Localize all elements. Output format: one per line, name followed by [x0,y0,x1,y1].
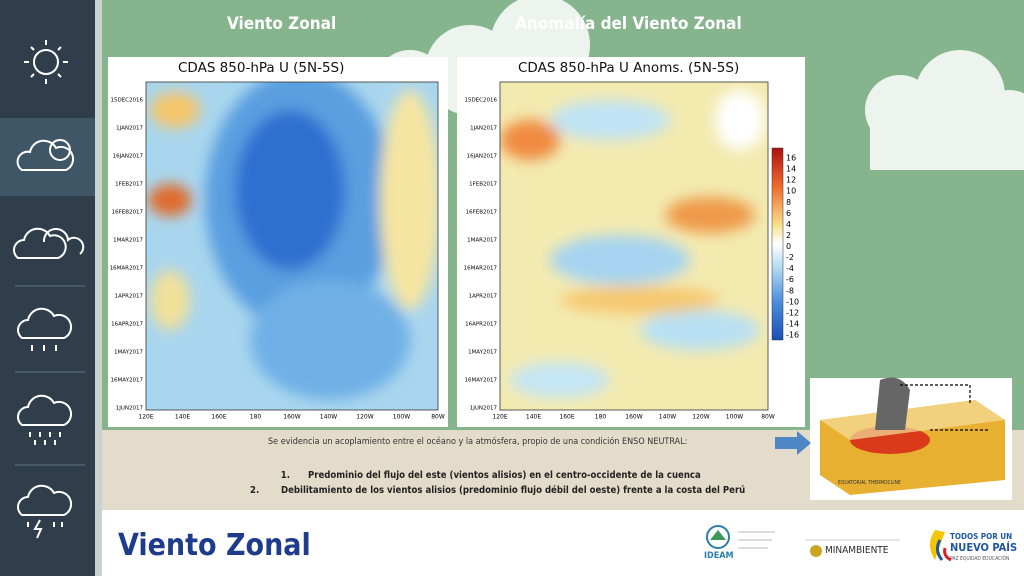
date-label: 1JAN2017 [116,126,143,132]
colorbar-label: -12 [786,308,799,317]
date-label: 1JAN2017 [470,126,497,132]
date-label: 16JAN2017 [467,154,498,160]
list-number: 1. [280,470,290,481]
contour-field [500,82,768,410]
date-label: 16MAY2017 [111,378,144,384]
colorbar-label: -16 [786,331,799,340]
list: 1. Predominio del flujo del este (vientos… [250,468,745,498]
inset-top [820,400,1005,440]
list-text: Predominio del flujo del este (vientos a… [308,470,701,481]
colorbar-label: 6 [786,209,791,218]
longitude-label: 100W [393,414,410,421]
weather-icons [13,40,85,539]
date-label: 15DEC2016 [464,98,497,104]
date-label: 1MAR2017 [467,238,497,244]
plot-title: CDAS 850-hPa U (5N-5S) [178,60,345,76]
longitude-label: 180 [250,414,262,421]
longitude-label: 80W [431,414,445,421]
heading: Viento Zonal [227,14,337,34]
date-label: 1APR2017 [469,294,498,300]
longitude-label: 80W [761,414,775,421]
ideam-text: IDEAM [704,551,734,561]
list-item: 2. Debilitamiento de los vientos alisios … [250,483,745,498]
plot-title: CDAS 850-hPa U Anoms. (5N-5S) [518,60,740,76]
contour-field [146,82,438,410]
inset-arrows [900,384,990,431]
sidebar-dividers [15,285,85,466]
longitude-label: 180 [595,414,607,421]
colorbar-label: -6 [786,275,794,284]
longitude-label: 160W [625,414,642,421]
date-label: 16MAR2017 [110,266,144,272]
colorbar-label: 16 [786,154,796,163]
gov-text: TODOS POR UN [950,532,1013,541]
longitude-label: 160W [283,414,300,421]
sidebar [0,0,95,576]
colorbar-label: 10 [786,187,796,196]
colorbar-label: -14 [786,319,799,328]
date-label: 16FEB2017 [466,210,498,216]
longitude-label: 120E [138,414,153,421]
footer [95,510,1024,576]
date-label: 1APR2017 [115,294,144,300]
colorbar-label: -4 [786,264,794,273]
inset-label: EQUATORIAL THERMOCLINE [838,480,901,486]
longitude-label: 120W [356,414,373,421]
list-text: Debilitamiento de los vientos alisios (p… [281,485,746,496]
colorbar-label: 14 [786,165,796,174]
date-label: 1JUN2017 [470,406,498,412]
longitude-label: 140E [175,414,190,421]
colorbar-label: -2 [786,253,794,262]
date-label: 16APR2017 [465,322,497,328]
colorbar-label: -10 [786,297,799,306]
plot-frame [499,81,769,411]
date-label: 1MAR2017 [113,238,143,244]
pointer-arrow [775,431,811,455]
colorbar-label: 0 [786,242,791,251]
gov-text: NUEVO PAÍS [950,541,1018,554]
ideam-logo [706,525,775,549]
date-label: 16MAY2017 [465,378,498,384]
plot-frame [145,81,439,411]
sidebar-active [0,118,95,196]
list-item: 1. Predominio del flujo del este (vientos… [250,468,745,483]
minambiente-logo [805,539,900,557]
longitude-label: 120E [492,414,507,421]
colorbar-label: 4 [786,220,791,229]
longitude-label: 140W [659,414,676,421]
inset-cloud [875,377,910,430]
list-number: 2. [250,485,260,496]
colorbar-label: 2 [786,231,791,240]
longitude-label: 160E [211,414,226,421]
gov-logo [930,530,952,562]
date-label: 16FEB2017 [112,210,144,216]
date-label: 1FEB2017 [469,182,497,188]
colorbar-label: -8 [786,286,794,295]
longitude-label: 140E [526,414,541,421]
footer-title: Viento Zonal [118,528,311,563]
date-label: 16MAR2017 [464,266,498,272]
longitude-label: 100W [726,414,743,421]
colorbar-label: 8 [786,198,791,207]
date-label: 1MAY2017 [114,350,143,356]
date-label: 15DEC2016 [110,98,143,104]
colorbar [771,147,784,341]
longitude-label: 140W [320,414,337,421]
longitude-label: 120W [692,414,709,421]
longitude-label: 160E [559,414,574,421]
date-label: 1JUN2017 [116,406,144,412]
minambiente-text: MINAMBIENTE [825,545,889,556]
date-label: 16APR2017 [111,322,143,328]
sidebar-edge [95,0,102,576]
date-label: 16JAN2017 [113,154,144,160]
gov-text: PAZ EQUIDAD EDUCACIÓN [950,556,1010,562]
intro-text: Se evidencia un acoplamiento entre el oc… [268,437,688,447]
date-label: 1FEB2017 [115,182,143,188]
date-label: 1MAY2017 [468,350,497,356]
colorbar-label: 12 [786,176,796,185]
heading: Anomalía del Viento Zonal [515,14,742,34]
